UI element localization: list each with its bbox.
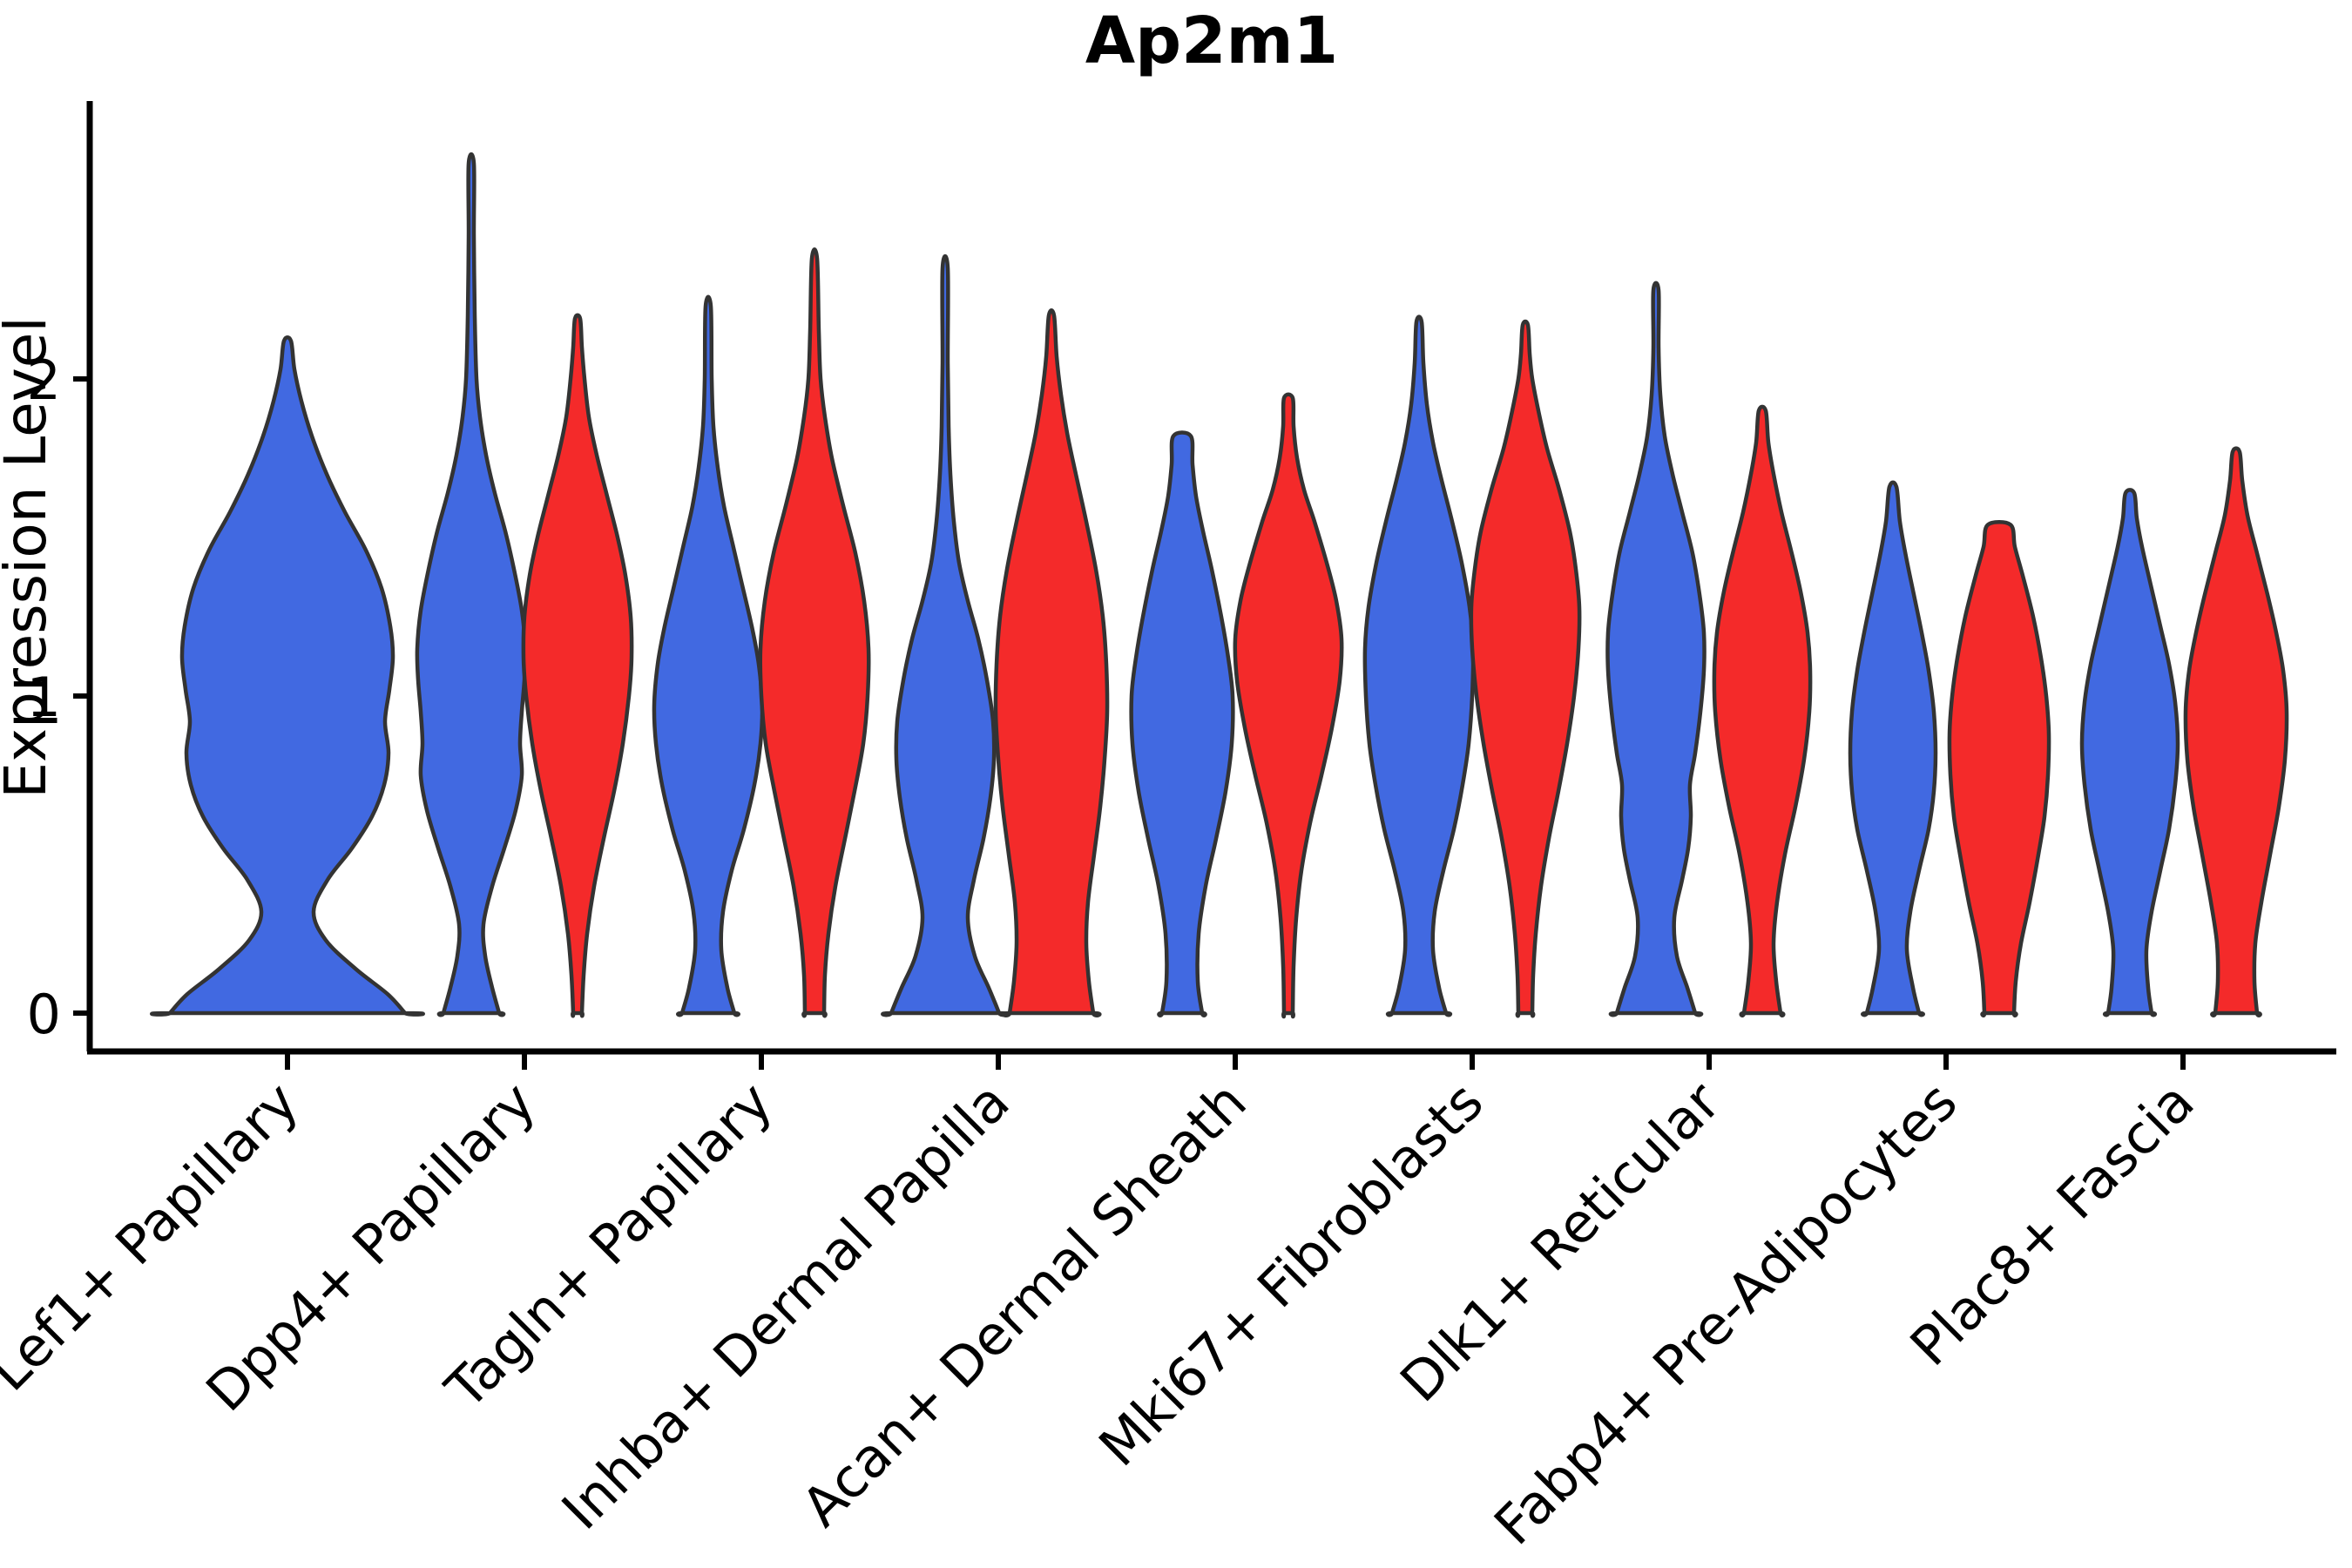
violin-dlk1-reticular-red [1712, 404, 1813, 1017]
violin-dpp4-papillary-red [521, 313, 634, 1018]
x-tick-label-inhba-dermal-papilla: Inhba+ Dermal Papilla [550, 1070, 1022, 1542]
violin-tagln-papillary-blue [652, 294, 765, 1017]
violin-plac8-fascia-blue [2079, 488, 2180, 1017]
violin-tagln-papillary-red [758, 247, 871, 1018]
violin-inhba-dermal-papilla-blue [881, 253, 1010, 1017]
violin-fabp4-pre-adipocytes-red [1947, 520, 2051, 1017]
y-tick-label-2: 2 [27, 348, 61, 412]
violin-dpp4-papillary-blue [415, 152, 528, 1017]
x-tick-label-acan-dermal-sheath: Acan+ Dermal Sheath [789, 1070, 1258, 1538]
x-tick-label-mki67-fibroblasts: Mki67+ Fibroblasts [1086, 1070, 1495, 1478]
violin-dlk1-reticular-blue [1605, 280, 1707, 1017]
y-tick-label-1: 1 [27, 666, 61, 729]
violin-plac8-fascia-red [2183, 446, 2289, 1017]
violin-mki67-fibroblasts-red [1469, 319, 1582, 1018]
chart-title: Ap2m1 [1085, 3, 1338, 78]
y-axis-label: Expression Level [0, 316, 59, 798]
y-tick-label-0: 0 [27, 983, 61, 1046]
violin-acan-dermal-sheath-blue [1129, 430, 1235, 1017]
x-tick-label-fabp4-pre-adipocytes: Fabp4+ Pre-Adipocytes [1482, 1070, 1969, 1557]
violin-fabp4-pre-adipocytes-blue [1848, 480, 1938, 1017]
violin-inhba-dermal-papilla-red [993, 308, 1110, 1017]
violin-acan-dermal-sheath-red [1233, 392, 1344, 1019]
violin-mki67-fibroblasts-blue [1362, 314, 1476, 1017]
violin-lef1-papillary-blue [150, 335, 425, 1017]
